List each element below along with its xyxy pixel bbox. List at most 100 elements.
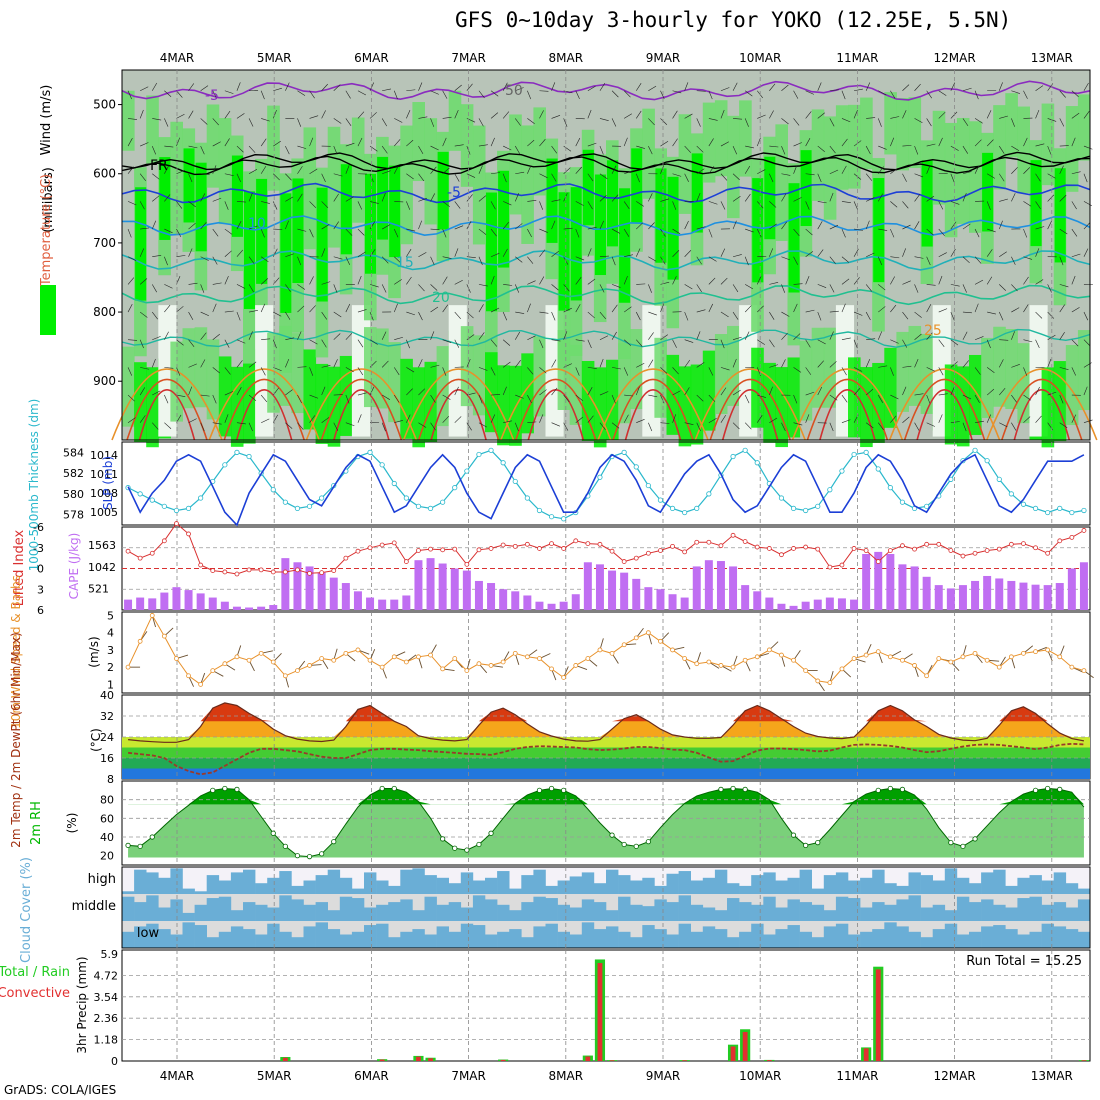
upper-wind-barb [877,118,882,127]
lifted-index-point [609,548,615,554]
thickness-point [234,449,240,455]
upper-wind-barb [515,87,524,92]
rh2m-point [1032,787,1039,793]
upper-wind-barb [914,118,923,124]
upper-wind-barb [841,228,846,238]
upper-wind-barb [430,394,436,403]
cloud-cover-bar [460,872,474,894]
upper-wind-barb [720,387,727,396]
upper-wind-barb [297,305,305,313]
upper-wind-barb [974,279,984,285]
cape-bar [958,585,967,610]
upper-wind-barb [224,414,229,423]
thickness-point [694,505,700,511]
upper-wind-barb [999,198,1009,202]
page-title: GFS 0~10day 3-hourly for YOKO (12.25E, 5… [455,8,1012,32]
rh2m-area [128,788,1084,858]
upper-wind-barb [1083,173,1088,183]
upper-wind-barb [1071,339,1079,347]
upper-wind-barb [393,165,399,174]
wind-speed-point [379,664,385,670]
cloud-cover-bar [606,910,619,921]
temperature-tick-label: 16 [100,752,114,765]
cloud-cover-bar [134,902,147,921]
upper-wind-barb [248,361,257,368]
upper-wind-barb [539,90,549,92]
thickness-point [524,495,530,501]
wind-speed-point [791,657,796,663]
upper-wind-barb [309,115,319,119]
upper-wind-barb [793,367,802,373]
upper-wind-barb [575,394,583,401]
upper-wind-barb [744,305,752,313]
precip-convective-bar [416,1056,421,1061]
upper-wind-barb [757,169,766,175]
upper-wind-barb [454,84,462,91]
upper-wind-barb [684,387,690,396]
cloud-cover-bar [412,929,425,948]
upper-wind-barb [841,303,846,313]
upper-wind-barb [636,222,643,230]
upper-wind-barb [1059,284,1069,288]
upper-wind-barb [478,165,483,174]
rh-lowlevel-area [690,364,704,445]
upper-wind-barb [176,255,186,258]
cloud-cover-bar [388,885,401,894]
upper-wind-barb [212,256,218,265]
cape-bar [366,597,375,610]
cloud-cover-bar [158,929,171,948]
cloud-cover-bar [194,891,207,894]
upper-wind-barb [478,367,488,371]
upper-wind-barb [369,82,375,91]
cape-bar [1067,568,1076,610]
wind-speed-point [730,664,736,670]
lifted-index-point [452,546,458,552]
precip-convective-bar [742,1031,748,1061]
upper-wind-barb [212,282,222,285]
upper-wind-barb [732,196,741,202]
wind-speed-point [125,664,131,670]
rh-lowlevel-area [956,366,970,447]
upper-wind-barb [841,419,851,423]
precip-convective-bar [766,1060,772,1061]
upper-wind-barb [998,173,1005,182]
rh-saturated-area [764,156,776,240]
upper-wind-barb [127,201,137,206]
upper-wind-barb [575,256,585,261]
rh-lowlevel-area [472,335,486,416]
upper-wind-barb [660,367,668,374]
cloud-cover-bar [291,937,304,948]
upper-wind-barb [454,386,459,396]
upper-wind-barb [853,339,858,349]
rh-saturated-area [231,155,243,237]
cloud-cover-bar [920,937,933,948]
upper-wind-barb [611,194,619,202]
upper-wind-barb [1023,90,1028,99]
contour-label: -5 [205,88,219,104]
thickness-point [1081,507,1087,514]
cape-bar [257,606,266,610]
lifted-index-point [924,541,930,547]
upper-wind-barb [635,311,641,321]
thickness-point [875,466,881,472]
upper-wind-barb [781,118,789,125]
cloud-cover-bar [714,929,728,948]
thickness-point [669,505,676,511]
rh2m-point [887,785,893,792]
cape-bar [850,599,859,610]
rh2m-tick-label: 60 [100,812,114,825]
rh-moist-area [884,92,897,155]
cloud-cover-bar [339,896,353,921]
rh2m-point [899,786,906,793]
upper-wind-barb [938,252,947,257]
upper-wind-barb [140,86,149,92]
upper-wind-barb [418,197,427,202]
upper-wind-barb [285,253,294,258]
upper-wind-barb [478,228,487,235]
upper-wind-barb [1011,284,1018,292]
cloud-cover-bar [581,899,595,921]
upper-wind-barb [309,305,316,313]
upper-wind-barb [938,137,943,147]
contour-label: 25 [924,323,942,339]
upper-wind-barb [1035,109,1040,119]
